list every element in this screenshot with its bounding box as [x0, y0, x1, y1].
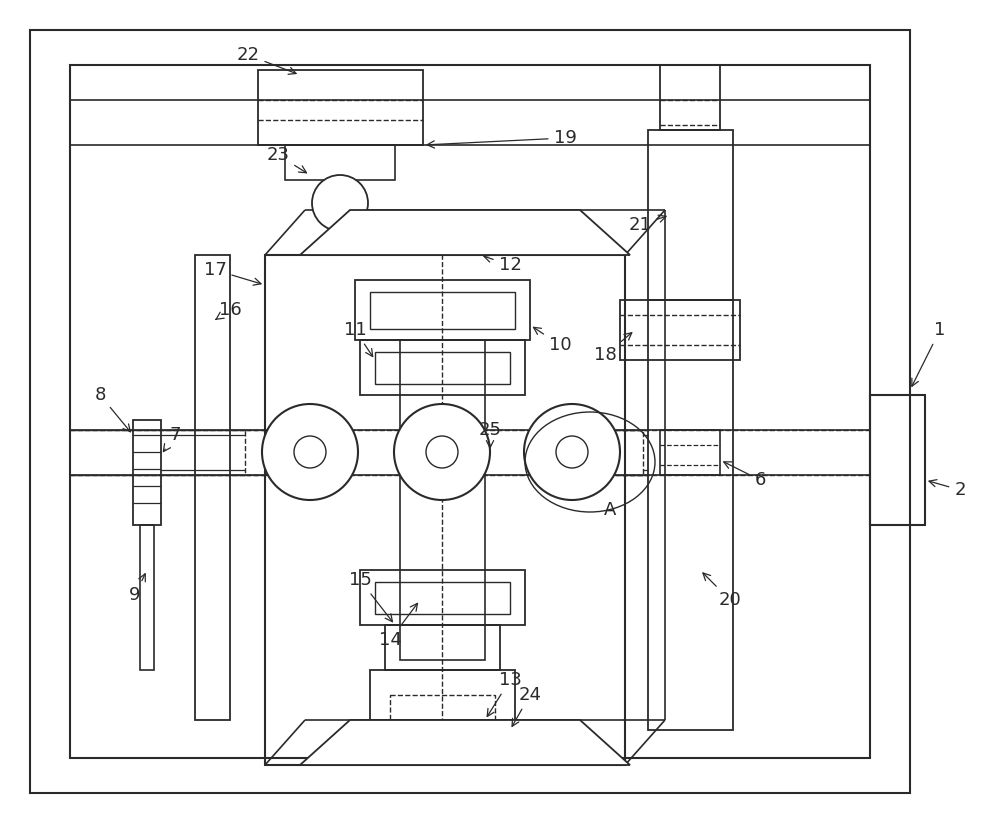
Text: 25: 25	[479, 421, 502, 448]
Bar	[375, 582, 510, 614]
Text: 12: 12	[484, 255, 521, 274]
Circle shape	[262, 404, 358, 500]
Text: 18: 18	[594, 332, 632, 364]
Bar	[648, 130, 733, 300]
Text: 13: 13	[487, 671, 521, 717]
Circle shape	[524, 404, 620, 500]
Bar	[265, 255, 625, 765]
Text: 23: 23	[266, 146, 306, 173]
Text: 24: 24	[512, 686, 542, 727]
Bar	[360, 340, 525, 395]
Text: 7: 7	[163, 426, 181, 452]
Bar	[648, 300, 733, 730]
Text: 21: 21	[629, 215, 666, 234]
Text: 10: 10	[533, 328, 571, 354]
Text: 17: 17	[204, 261, 261, 286]
Text: 6: 6	[724, 462, 766, 489]
Text: 8: 8	[94, 386, 130, 432]
Text: 9: 9	[129, 574, 145, 604]
Bar	[70, 65, 870, 758]
Text: 2: 2	[929, 480, 966, 499]
Circle shape	[556, 436, 588, 468]
Text: A: A	[604, 501, 616, 519]
Text: 19: 19	[427, 129, 576, 148]
Bar	[593, 430, 643, 475]
Text: 16: 16	[216, 301, 241, 319]
Bar	[258, 70, 423, 145]
Bar	[355, 280, 530, 340]
Text: 22: 22	[237, 46, 296, 74]
Bar	[375, 352, 510, 384]
Text: 20: 20	[703, 573, 741, 609]
Bar	[390, 695, 495, 720]
Bar	[370, 670, 515, 720]
Bar	[140, 525, 154, 670]
Bar	[870, 395, 925, 525]
Circle shape	[294, 436, 326, 468]
Bar	[195, 255, 230, 720]
Text: 14: 14	[379, 603, 417, 649]
Text: 1: 1	[912, 321, 946, 386]
Bar	[245, 430, 295, 475]
Polygon shape	[300, 210, 630, 255]
Bar	[400, 340, 485, 660]
Bar	[285, 145, 395, 180]
Text: 11: 11	[344, 321, 373, 356]
Bar	[660, 430, 720, 475]
Circle shape	[394, 404, 490, 500]
Circle shape	[312, 175, 368, 231]
Bar	[385, 625, 500, 670]
Circle shape	[426, 436, 458, 468]
Bar	[660, 65, 720, 130]
Bar	[370, 292, 515, 329]
Bar	[30, 30, 910, 793]
Bar	[360, 570, 525, 625]
Bar	[133, 420, 161, 525]
Text: 15: 15	[349, 571, 392, 621]
Polygon shape	[300, 720, 630, 765]
Bar	[620, 300, 740, 360]
